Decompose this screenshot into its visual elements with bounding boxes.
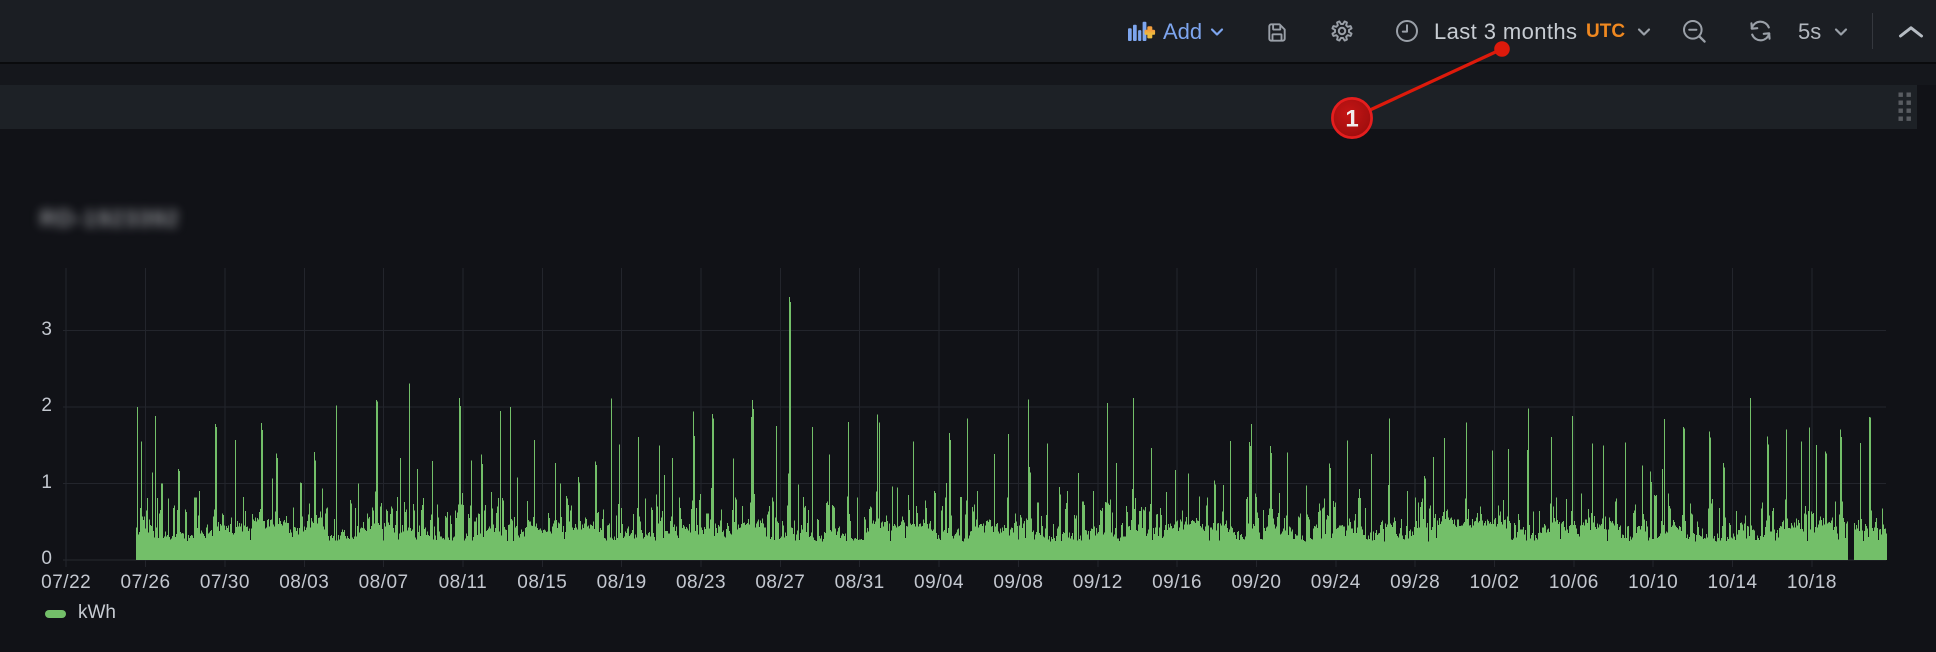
svg-text:1: 1	[1345, 106, 1358, 133]
